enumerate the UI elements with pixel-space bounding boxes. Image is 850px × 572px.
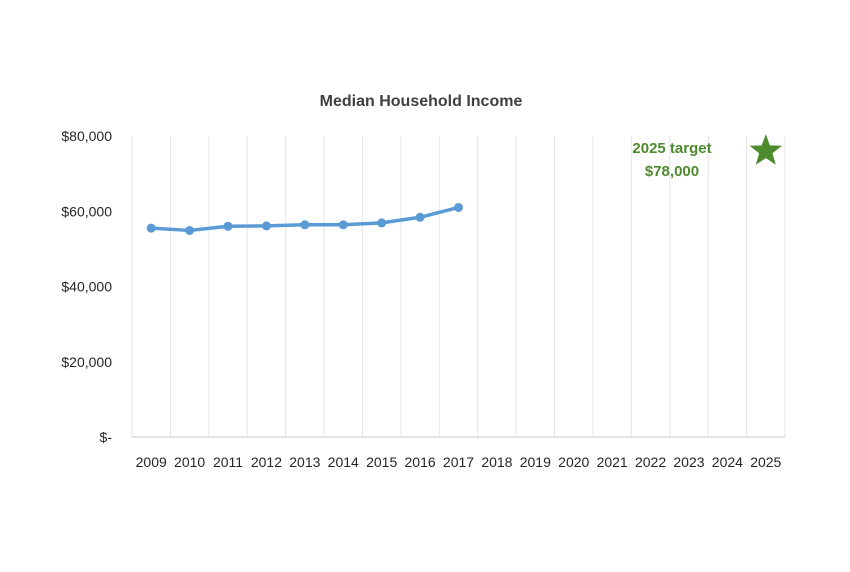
x-tick-label: 2021 bbox=[597, 454, 628, 470]
data-point bbox=[415, 212, 425, 222]
data-point bbox=[223, 221, 233, 231]
target-label-line1: 2025 target bbox=[632, 140, 711, 157]
data-point bbox=[185, 225, 195, 235]
data-point bbox=[338, 220, 348, 230]
data-point bbox=[261, 221, 271, 231]
star-icon bbox=[749, 134, 782, 165]
target-annotation: 2025 target $78,000 bbox=[632, 134, 782, 180]
x-tick-label: 2022 bbox=[635, 454, 666, 470]
chart-title: Median Household Income bbox=[320, 93, 523, 110]
x-tick-label: 2018 bbox=[481, 454, 512, 470]
data-point bbox=[146, 223, 156, 233]
x-tick-labels: 2009 2010 2011 2012 2013 2014 2015 2016 2017 2018… bbox=[136, 454, 782, 470]
x-tick-label: 2014 bbox=[328, 454, 359, 470]
y-axis: $- $20,000 $40,000 $60,000 $80,000 bbox=[61, 128, 112, 445]
y-tick-label: $20,000 bbox=[61, 354, 112, 370]
series bbox=[146, 202, 463, 235]
target-label-line2: $78,000 bbox=[645, 163, 699, 180]
data-point bbox=[377, 218, 387, 228]
x-tick-label: 2024 bbox=[712, 454, 743, 470]
x-tick-label: 2020 bbox=[558, 454, 589, 470]
x-tick-label: 2023 bbox=[673, 454, 704, 470]
y-tick-label: $80,000 bbox=[61, 128, 112, 144]
y-tick-label: $- bbox=[100, 429, 113, 445]
x-tick-label: 2025 bbox=[750, 454, 781, 470]
x-tick-label: 2013 bbox=[289, 454, 320, 470]
data-point bbox=[300, 220, 310, 230]
y-tick-label: $60,000 bbox=[61, 203, 112, 219]
x-tick-label: 2010 bbox=[174, 454, 205, 470]
gridlines bbox=[131, 136, 786, 437]
x-tick-label: 2019 bbox=[520, 454, 551, 470]
x-tick-label: 2009 bbox=[136, 454, 167, 470]
x-tick-label: 2017 bbox=[443, 454, 474, 470]
x-tick-label: 2011 bbox=[213, 454, 243, 470]
x-tick-label: 2012 bbox=[251, 454, 282, 470]
x-tick-label: 2015 bbox=[366, 454, 397, 470]
data-point bbox=[454, 202, 463, 212]
x-tick-label: 2016 bbox=[405, 454, 436, 470]
y-tick-label: $40,000 bbox=[61, 279, 112, 295]
